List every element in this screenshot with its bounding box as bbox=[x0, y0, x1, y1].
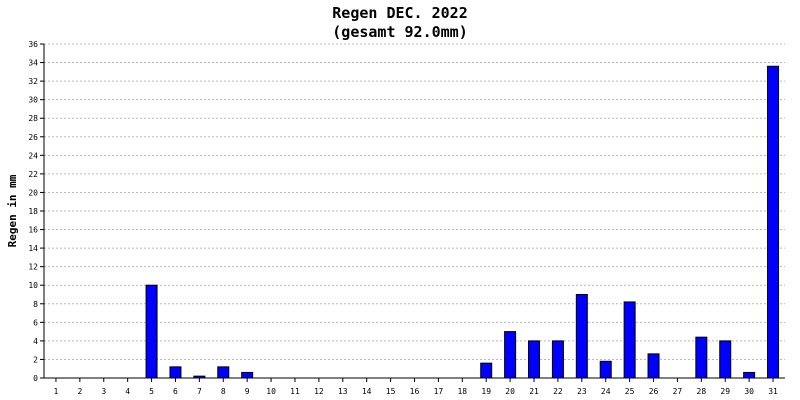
y-tick-label: 4 bbox=[33, 337, 38, 346]
y-tick-label: 12 bbox=[28, 263, 38, 272]
grid-lines bbox=[44, 43, 785, 360]
x-tick-labels: 1 2 3 4 5 6 7 8 9 10 11 12 13 14 15 16 17 18 19 20 21 22 23 24 2… bbox=[54, 378, 778, 396]
y-tick-label: 22 bbox=[28, 170, 38, 179]
bar bbox=[647, 353, 660, 379]
bar bbox=[145, 284, 158, 379]
x-tick-label: 16 bbox=[410, 387, 420, 396]
y-tick-label: 18 bbox=[28, 207, 38, 216]
bar bbox=[480, 362, 493, 379]
bar bbox=[169, 366, 182, 379]
chart-subtitle: (gesamt 92.0mm) bbox=[332, 23, 468, 41]
x-tick-label: 25 bbox=[625, 387, 635, 396]
x-tick-label: 14 bbox=[362, 387, 372, 396]
x-tick-label: 2 bbox=[77, 387, 82, 396]
y-tick-label: 16 bbox=[28, 226, 38, 235]
chart-title: Regen DEC. 2022 bbox=[332, 4, 468, 22]
bar bbox=[217, 366, 230, 379]
bar bbox=[719, 340, 732, 379]
bars bbox=[145, 65, 780, 379]
x-tick-label: 12 bbox=[314, 387, 324, 396]
bar bbox=[528, 340, 541, 379]
y-tick-label: 8 bbox=[33, 300, 38, 309]
y-tick-label: 30 bbox=[28, 96, 38, 105]
x-tick-label: 5 bbox=[149, 387, 154, 396]
x-tick-label: 6 bbox=[173, 387, 178, 396]
y-tick-label: 0 bbox=[33, 374, 38, 383]
x-tick-label: 3 bbox=[101, 387, 106, 396]
x-tick-label: 9 bbox=[245, 387, 250, 396]
bar bbox=[695, 336, 708, 379]
x-tick-label: 8 bbox=[221, 387, 226, 396]
bar bbox=[551, 340, 564, 379]
x-tick-label: 30 bbox=[744, 387, 754, 396]
x-tick-label: 11 bbox=[290, 387, 300, 396]
x-tick-label: 4 bbox=[125, 387, 130, 396]
x-tick-label: 28 bbox=[697, 387, 707, 396]
x-tick-label: 21 bbox=[529, 387, 539, 396]
bar bbox=[241, 371, 254, 379]
x-tick-label: 20 bbox=[505, 387, 515, 396]
x-tick-label: 27 bbox=[673, 387, 683, 396]
x-tick-label: 1 bbox=[54, 387, 59, 396]
y-tick-label: 20 bbox=[28, 188, 38, 197]
x-tick-label: 26 bbox=[649, 387, 659, 396]
x-tick-label: 13 bbox=[338, 387, 348, 396]
x-tick-label: 7 bbox=[197, 387, 202, 396]
x-tick-label: 15 bbox=[386, 387, 396, 396]
bar bbox=[599, 360, 612, 379]
y-axis-label: Regen in mm bbox=[6, 174, 19, 247]
bar bbox=[743, 371, 756, 379]
y-tick-label: 36 bbox=[28, 40, 38, 49]
y-tick-label: 24 bbox=[28, 151, 38, 160]
bar bbox=[623, 301, 636, 379]
y-tick-label: 34 bbox=[28, 59, 38, 68]
y-tick-label: 2 bbox=[33, 355, 38, 364]
y-tick-label: 10 bbox=[28, 281, 38, 290]
y-tick-label: 14 bbox=[28, 244, 38, 253]
x-tick-label: 10 bbox=[266, 387, 276, 396]
y-tick-label: 26 bbox=[28, 133, 38, 142]
y-tick-label: 6 bbox=[33, 318, 38, 327]
x-tick-label: 17 bbox=[434, 387, 444, 396]
x-tick-label: 23 bbox=[577, 387, 587, 396]
x-tick-label: 19 bbox=[481, 387, 491, 396]
x-tick-label: 31 bbox=[768, 387, 778, 396]
x-tick-label: 29 bbox=[720, 387, 730, 396]
bar bbox=[504, 331, 517, 379]
y-tick-label: 28 bbox=[28, 114, 38, 123]
bar bbox=[575, 294, 588, 379]
bar bbox=[767, 65, 780, 379]
x-tick-label: 18 bbox=[457, 387, 467, 396]
y-tick-label: 32 bbox=[28, 77, 38, 86]
x-tick-label: 22 bbox=[553, 387, 563, 396]
x-tick-label: 24 bbox=[601, 387, 611, 396]
